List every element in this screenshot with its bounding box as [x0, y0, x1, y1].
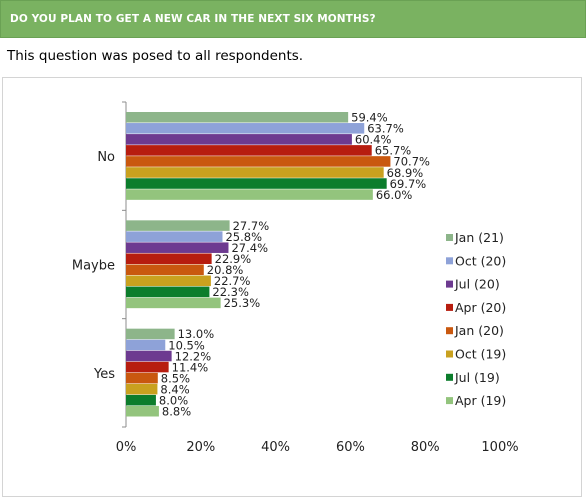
x-tick-label: 80% [411, 440, 440, 455]
bar [126, 167, 384, 178]
bar-value-label: 59.4% [351, 111, 388, 125]
bar [126, 405, 159, 417]
bar-value-label: 8.0% [159, 393, 188, 407]
legend-swatch [446, 303, 453, 311]
bar [126, 145, 372, 156]
legend-swatch [446, 280, 453, 288]
bar [126, 350, 172, 362]
legend-label: Jul (19) [454, 370, 500, 385]
bar-value-label: 11.4% [172, 360, 209, 374]
bar-value-label: 66.0% [376, 188, 413, 202]
bar [126, 372, 158, 384]
legend-swatch [446, 350, 453, 358]
bar-value-label: 63.7% [367, 122, 404, 136]
bar-value-label: 69.7% [390, 177, 427, 191]
bar-value-label: 70.7% [393, 155, 430, 169]
bar [126, 189, 373, 200]
x-tick-label: 60% [336, 440, 365, 455]
bar-value-label: 20.8% [207, 263, 244, 277]
legend-label: Apr (19) [455, 393, 506, 408]
legend-label: Jul (20) [454, 277, 500, 292]
chart-frame: 0% 20% 40% 60% 80% 100% No 59.4% 63.7% 60.4% 65.7%… [2, 77, 582, 497]
bar-chart: 0% 20% 40% 60% 80% 100% No 59.4%63.7%60.4%65.7%… [72, 101, 519, 455]
legend-label: Oct (20) [455, 253, 506, 268]
bar [126, 220, 230, 231]
x-tick-label: 0% [116, 440, 137, 455]
bar-value-label: 27.4% [231, 241, 268, 255]
question-title: DO YOU PLAN TO GET A NEW CAR IN THE NEXT… [10, 13, 376, 25]
legend-swatch [446, 257, 453, 265]
bar [126, 253, 212, 264]
bar [126, 361, 169, 373]
legend-label: Jan (20) [454, 323, 504, 338]
legend-swatch [446, 327, 453, 335]
bar [126, 134, 352, 145]
category-label: Yes [93, 367, 115, 382]
bar [126, 123, 365, 134]
legend-label: Apr (20) [455, 300, 506, 315]
bar-value-label: 68.9% [387, 166, 424, 180]
bar-value-label: 60.4% [355, 133, 392, 147]
legend-swatch [446, 397, 453, 405]
x-tick-label: 100% [481, 440, 518, 455]
bar-value-label: 8.5% [161, 371, 190, 385]
legend-label: Oct (19) [455, 347, 506, 362]
legend-label: Jan (21) [454, 230, 504, 245]
question-banner: DO YOU PLAN TO GET A NEW CAR IN THE NEXT… [0, 0, 586, 38]
category-label: No [97, 150, 115, 165]
bar [126, 264, 204, 276]
bar [126, 394, 156, 406]
bar-value-label: 22.9% [215, 252, 252, 266]
bar [126, 297, 221, 309]
bar [126, 156, 391, 167]
bar [126, 112, 349, 123]
bar [126, 328, 175, 340]
bar-value-label: 27.7% [233, 219, 270, 233]
bar-value-label: 10.5% [168, 338, 205, 352]
bar-value-label: 65.7% [375, 144, 412, 158]
bar-value-label: 13.0% [178, 327, 215, 341]
bar [126, 242, 229, 253]
bar [126, 286, 210, 298]
bar-value-label: 12.2% [175, 349, 212, 363]
bar-value-label: 25.3% [224, 296, 261, 310]
legend-swatch [446, 234, 453, 241]
bar-value-label: 22.3% [212, 285, 249, 299]
bar [126, 275, 211, 287]
category-label: Maybe [72, 259, 115, 274]
bar-value-label: 8.8% [162, 405, 191, 419]
x-tick-label: 40% [261, 440, 290, 455]
legend-swatch [446, 373, 453, 381]
question-subtitle: This question was posed to all responden… [7, 48, 304, 64]
bar [126, 178, 387, 189]
bar [126, 231, 223, 242]
bar [126, 383, 158, 395]
bar [126, 339, 166, 351]
bar-value-label: 22.7% [214, 274, 251, 288]
bar-value-label: 25.8% [225, 230, 262, 244]
bar-value-label: 8.4% [160, 382, 189, 396]
x-tick-label: 20% [186, 440, 215, 455]
